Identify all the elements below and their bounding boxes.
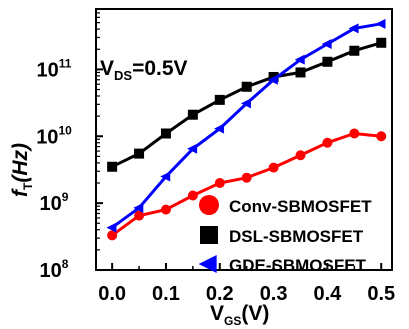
y-tick-label-base: 10: [37, 59, 59, 81]
data-point: [160, 171, 171, 182]
legend-marker: [198, 255, 217, 273]
data-series-layer: [106, 18, 387, 241]
x-tick-label: 0.4: [314, 283, 343, 305]
series-dsl-sbmosfet: [107, 37, 387, 172]
y-tick-label-exponent: 8: [62, 257, 69, 271]
data-point: [294, 54, 305, 65]
y-axis-label: fT(Hz): [9, 143, 35, 197]
annotation-rest: =0.5V: [132, 57, 187, 80]
legend-item: DSL-SBMOSFET: [200, 226, 364, 246]
x-axis-label-unit: (V): [241, 302, 269, 325]
data-point: [160, 204, 171, 215]
data-point: [107, 161, 118, 172]
y-tick-label-exponent: 9: [62, 190, 69, 204]
legend: Conv-SBMOSFET DSL-SBMOSFET GDE-SBMOSFET: [198, 195, 372, 275]
y-tick-label-exponent: 11: [59, 56, 72, 70]
data-point: [187, 109, 198, 120]
data-point: [187, 190, 198, 201]
data-point: [107, 230, 118, 241]
y-tick-label: 108: [40, 257, 69, 282]
series-gde-sbmosfet: [106, 18, 386, 233]
annotation-main: V: [100, 57, 114, 80]
data-point: [375, 18, 386, 29]
data-point: [321, 38, 332, 49]
x-tick-label: 0.3: [260, 283, 288, 305]
data-point: [295, 150, 306, 161]
data-point: [295, 67, 306, 78]
data-point: [267, 74, 278, 85]
x-axis-label: VGS(V): [210, 302, 269, 328]
data-point: [376, 131, 387, 142]
legend-marker: [200, 226, 218, 244]
legend-marker: [199, 195, 219, 215]
data-point: [349, 128, 360, 139]
data-point: [240, 98, 251, 109]
data-point: [322, 56, 333, 67]
data-point: [214, 94, 225, 105]
x-tick-label: 0.0: [98, 283, 126, 305]
series-conv-sbmosfet: [107, 128, 387, 241]
data-point: [133, 202, 144, 213]
vds-annotation: VDS=0.5V: [100, 57, 188, 83]
x-tick-label: 0.2: [206, 283, 234, 305]
legend-item: Conv-SBMOSFET: [199, 195, 372, 216]
x-tick-label: 0.1: [152, 283, 180, 305]
legend-label: DSL-SBMOSFET: [229, 227, 364, 246]
data-point: [241, 81, 252, 92]
x-tick-label: 0.5: [367, 283, 395, 305]
data-point: [134, 148, 145, 159]
data-point: [134, 210, 145, 221]
y-tick-label-exponent: 10: [58, 123, 72, 137]
y-tick-label: 109: [40, 190, 69, 215]
data-point: [160, 128, 171, 139]
y-tick-label: 1010: [36, 123, 72, 148]
annotation-sub: DS: [114, 68, 132, 83]
y-axis-label-unit: (Hz): [9, 143, 32, 183]
x-axis-label-main: V: [210, 302, 224, 325]
series-line: [111, 131, 382, 237]
y-tick-label: 1011: [37, 56, 72, 81]
data-point: [214, 123, 225, 134]
y-axis-label-sub: T: [21, 182, 35, 190]
data-point: [376, 37, 387, 48]
legend-label: Conv-SBMOSFET: [229, 197, 372, 216]
legend-item: GDE-SBMOSFET: [198, 255, 367, 275]
data-point: [268, 162, 279, 173]
x-axis-label-sub: GS: [224, 314, 241, 328]
data-point: [214, 178, 225, 188]
data-point: [187, 143, 198, 154]
y-tick-label-base: 10: [40, 260, 62, 282]
data-point: [348, 23, 359, 34]
data-point: [349, 45, 360, 56]
y-tick-label-base: 10: [36, 126, 58, 148]
legend-label: GDE-SBMOSFET: [229, 256, 367, 275]
y-axis-label-main: f: [9, 188, 32, 197]
data-point: [322, 137, 333, 148]
data-point: [241, 172, 252, 183]
data-point: [106, 222, 117, 233]
y-tick-label-base: 10: [40, 193, 62, 215]
